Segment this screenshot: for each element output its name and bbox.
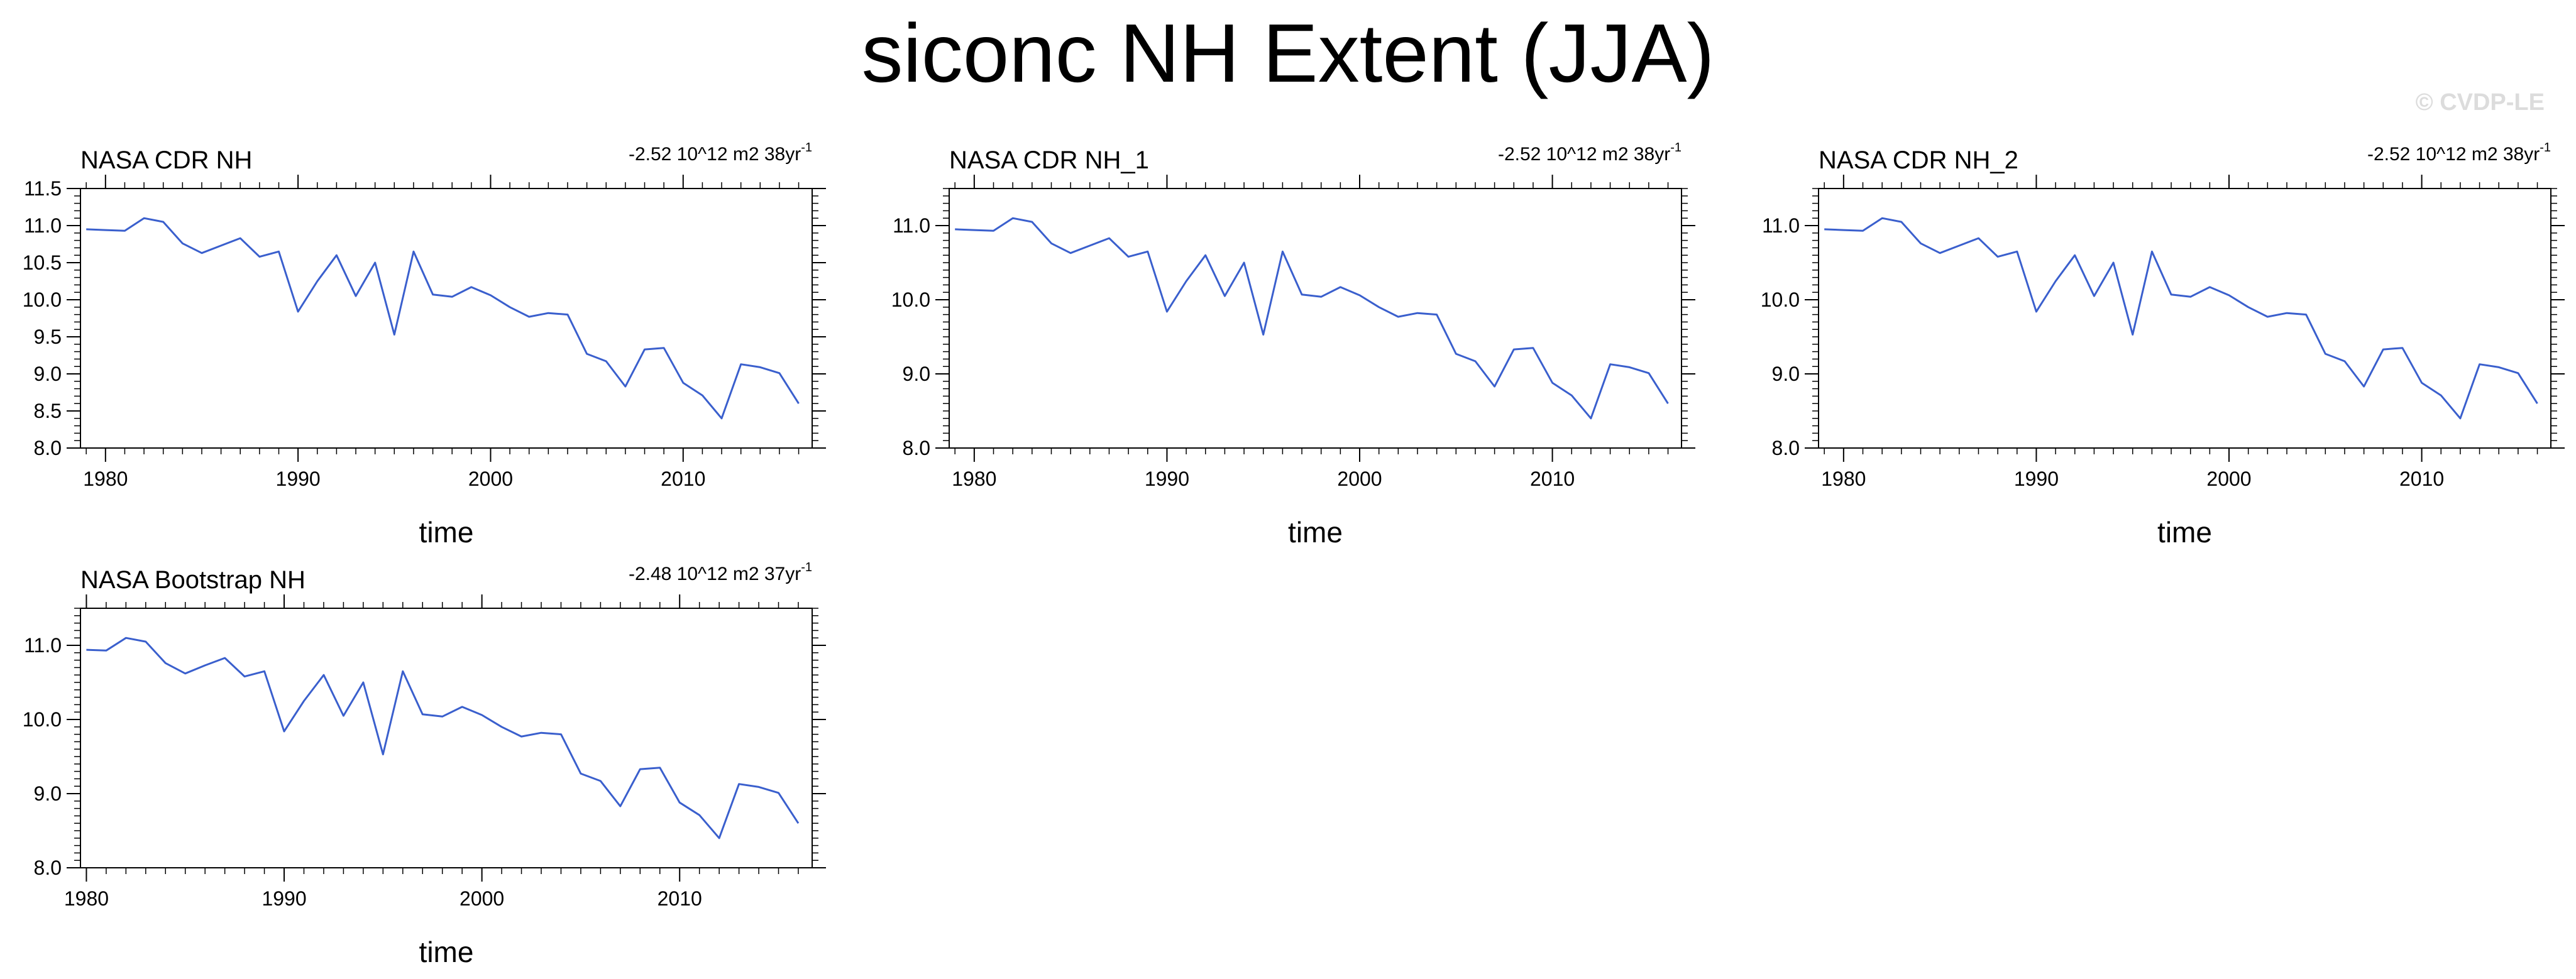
y-tick-label: 10.0 [23, 708, 62, 731]
chart-panel-2: 8.0 9.0 10.0 11.0 1980 1990 2000 2010 NASA CDR N… [891, 141, 1695, 549]
y-tick-label: 8.5 [34, 400, 62, 422]
x-tick-label: 1990 [276, 468, 321, 490]
y-tick-label: 8.0 [903, 437, 930, 459]
x-tick-label: 1980 [1821, 468, 1866, 490]
trend-value: -2.52 10^12 m2 38yr [2367, 144, 2540, 165]
panel-title: NASA CDR NH_1 [949, 146, 1149, 174]
chart-panel-3: 8.0 9.0 10.0 11.0 1980 1990 2000 2010 NASA CDR N… [1761, 141, 2565, 549]
series-line [86, 217, 800, 420]
series-line [86, 637, 800, 840]
trend-exponent: -1 [801, 561, 812, 574]
trend-exponent: -1 [2540, 141, 2551, 155]
x-tick-label: 1980 [83, 468, 128, 490]
x-tick-label: 1990 [261, 887, 306, 910]
y-tick-label: 10.5 [23, 251, 62, 274]
trend-value: -2.48 10^12 m2 37yr [629, 564, 801, 584]
chart-panel-1: 8.0 8.5 9.0 9.5 10.0 10.5 11.0 11.5 1980 1990 2000… [23, 141, 826, 549]
y-tick-label: 11.0 [24, 214, 62, 237]
trend-annotation: -2.48 10^12 m2 37yr-1 [629, 561, 812, 584]
x-tick-label: 2010 [658, 887, 702, 910]
y-tick-label: 9.0 [903, 363, 930, 385]
y-tick-label: 10.0 [23, 288, 62, 311]
y-tick-label: 8.0 [34, 437, 62, 459]
x-tick-label: 2000 [2206, 468, 2251, 490]
trend-value: -2.52 10^12 m2 38yr [1498, 144, 1670, 165]
x-tick-label: 1990 [1145, 468, 1189, 490]
trend-annotation: -2.52 10^12 m2 38yr-1 [629, 141, 812, 165]
trend-value: -2.52 10^12 m2 38yr [629, 144, 801, 165]
y-tick-label: 10.0 [891, 288, 930, 311]
panel-title: NASA CDR NH_2 [1819, 146, 2018, 174]
y-tick-label: 11.0 [24, 634, 62, 657]
y-tick-label: 11.5 [24, 177, 62, 200]
series-line [955, 217, 1669, 420]
plot-frame [80, 608, 813, 868]
trend-exponent: -1 [1670, 141, 1682, 155]
panel-title: NASA CDR NH [80, 146, 252, 174]
x-tick-label: 2000 [1337, 468, 1382, 490]
trend-annotation: -2.52 10^12 m2 38yr-1 [1498, 141, 1682, 165]
y-tick-label: 8.0 [1772, 437, 1800, 459]
x-tick-label: 2000 [468, 468, 513, 490]
x-tick-label: 1980 [952, 468, 996, 490]
y-tick-label: 11.0 [893, 214, 930, 237]
x-axis-label: time [1288, 516, 1343, 549]
x-axis-label: time [419, 936, 474, 968]
plot-frame [1818, 188, 2551, 449]
series-line [1824, 217, 2538, 420]
panel-title: NASA Bootstrap NH [80, 566, 305, 594]
x-axis-label: time [2157, 516, 2212, 549]
trend-annotation: -2.52 10^12 m2 38yr-1 [2367, 141, 2551, 165]
x-tick-label: 1990 [2014, 468, 2059, 490]
y-tick-label: 9.0 [34, 363, 62, 385]
x-tick-label: 2010 [661, 468, 705, 490]
y-tick-label: 11.0 [1762, 214, 1800, 237]
x-tick-label: 1980 [64, 887, 109, 910]
x-tick-label: 2010 [1530, 468, 1575, 490]
plot-frame [80, 188, 813, 449]
x-tick-label: 2000 [460, 887, 504, 910]
watermark: © CVDP-LE [2415, 89, 2545, 116]
y-tick-label: 10.0 [1761, 288, 1800, 311]
plot-frame [949, 188, 1682, 449]
trend-exponent: -1 [801, 141, 812, 155]
y-tick-label: 8.0 [34, 856, 62, 879]
chart-panel-4: 8.0 9.0 10.0 11.0 1980 1990 2000 2010 NASA Boots… [23, 561, 826, 968]
x-tick-label: 2010 [2399, 468, 2444, 490]
x-axis-label: time [419, 516, 474, 549]
y-tick-label: 9.0 [34, 782, 62, 805]
page-title: siconc NH Extent (JJA) [861, 7, 1715, 99]
y-tick-label: 9.5 [34, 325, 62, 348]
y-tick-label: 9.0 [1772, 363, 1800, 385]
